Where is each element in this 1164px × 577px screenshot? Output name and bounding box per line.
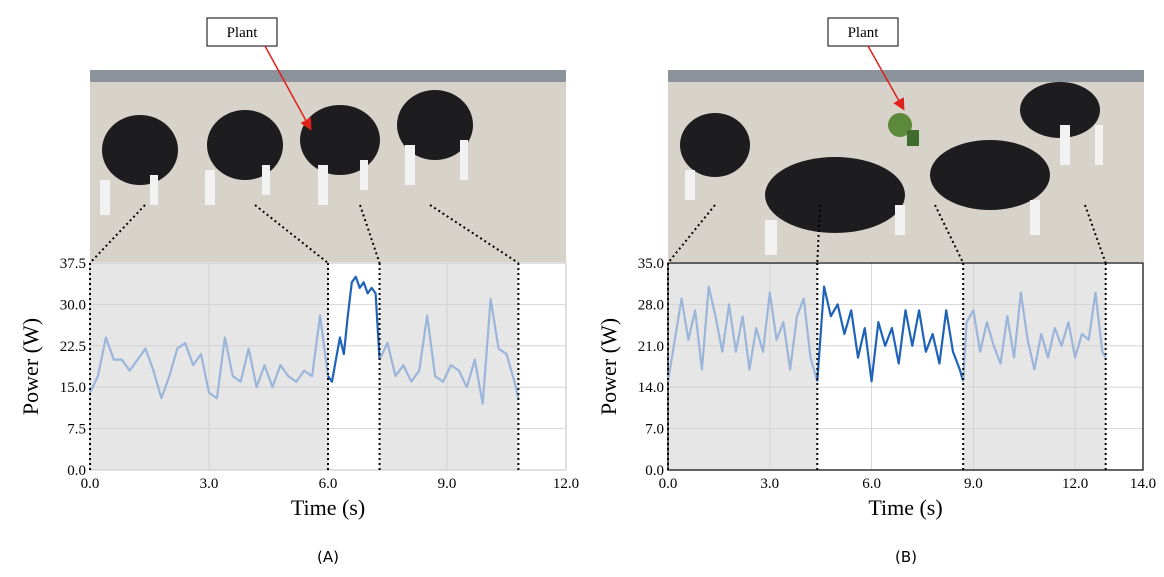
shaded-region xyxy=(379,263,519,470)
y-tick-label: 37.5 xyxy=(60,256,86,272)
connector xyxy=(254,204,329,264)
x-tick-label: 12.0 xyxy=(1062,476,1088,492)
x-tick-label: 12.0 xyxy=(553,476,579,492)
shaded-region xyxy=(668,263,818,470)
y-tick-label: 7.0 xyxy=(645,422,664,438)
y-axis-label: Power (W) xyxy=(596,318,621,415)
photo-label: Plant xyxy=(848,25,880,41)
x-axis-label: Time (s) xyxy=(291,495,365,520)
y-tick-label: 22.5 xyxy=(60,339,86,355)
label-box xyxy=(206,17,278,47)
line xyxy=(378,297,520,405)
x-tick-label: 14.0 xyxy=(1130,476,1156,492)
y-tick-label: 0.0 xyxy=(645,463,664,479)
connector xyxy=(934,204,965,264)
panel-label: (A) xyxy=(317,548,339,566)
label-box xyxy=(827,17,899,47)
x-tick-label: 6.0 xyxy=(862,476,881,492)
connector xyxy=(359,204,381,264)
x-tick-label: 3.0 xyxy=(200,476,219,492)
panel-label: (B) xyxy=(895,548,917,566)
x-tick-label: 9.0 xyxy=(438,476,457,492)
y-tick-label: 7.5 xyxy=(67,422,86,438)
x-tick-label: 0.0 xyxy=(659,476,678,492)
line xyxy=(666,285,819,382)
y-tick-label: 30.0 xyxy=(60,297,86,313)
x-axis-label: Time (s) xyxy=(868,495,942,520)
x-tick-label: 6.0 xyxy=(319,476,338,492)
x-tick-label: 3.0 xyxy=(760,476,779,492)
y-tick-label: 28.0 xyxy=(638,297,664,313)
arrow xyxy=(867,45,905,111)
line xyxy=(816,285,965,383)
line xyxy=(962,291,1107,382)
y-tick-label: 15.0 xyxy=(60,380,86,396)
plot-frame xyxy=(667,262,1144,471)
y-axis-label: Power (W) xyxy=(18,318,43,415)
y-tick-label: 0.0 xyxy=(67,463,86,479)
photo-label: Plant xyxy=(227,25,259,41)
x-tick-label: 0.0 xyxy=(81,476,100,492)
line xyxy=(327,275,381,383)
arrow xyxy=(264,45,312,131)
photo xyxy=(90,70,566,262)
y-tick-label: 35.0 xyxy=(638,256,664,272)
connector xyxy=(89,204,146,264)
y-tick-label: 21.0 xyxy=(638,339,664,355)
y-tick-label: 14.0 xyxy=(638,380,664,396)
connector xyxy=(1084,204,1107,264)
photo xyxy=(668,70,1144,262)
x-tick-label: 9.0 xyxy=(964,476,983,492)
line xyxy=(89,314,330,400)
